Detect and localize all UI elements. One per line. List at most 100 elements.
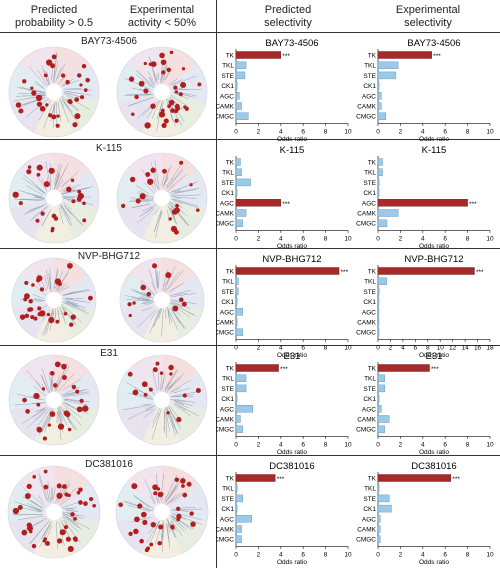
x-tick-label: 10	[344, 128, 352, 135]
tree-sector	[162, 400, 206, 441]
kinase-dot	[176, 416, 182, 423]
kinase-dot	[165, 272, 172, 279]
tree-branch	[154, 160, 160, 191]
tree-branch	[64, 299, 78, 305]
kinase-dot	[162, 168, 167, 174]
kinase-dot	[152, 367, 158, 373]
tree-branch	[42, 368, 51, 393]
tree-branch	[164, 370, 178, 393]
tree-branch	[53, 61, 59, 81]
tree-branch	[166, 518, 172, 530]
x-tick-label: 6	[301, 235, 305, 242]
x-tick-label: 0	[234, 128, 238, 135]
tree-branch	[162, 168, 170, 188]
tree-branch	[146, 81, 151, 87]
tree-branch	[26, 370, 44, 392]
category-label: AGC	[362, 516, 376, 523]
x-tick-label: 10	[486, 551, 494, 558]
x-tick-label: 2	[399, 128, 403, 135]
kinase-dot	[137, 503, 143, 509]
category-label: TKL	[364, 376, 376, 383]
tree-branch	[56, 179, 64, 190]
tree-branch	[66, 301, 86, 309]
tree-branch	[158, 271, 160, 287]
tree-sector	[118, 92, 162, 133]
kinase-dot	[79, 398, 84, 403]
kinase-dot	[39, 287, 45, 292]
category-label: CK1	[363, 83, 376, 90]
x-tick-label: 6	[443, 441, 447, 448]
tree-branch	[168, 377, 182, 390]
chart-title: NVP-BHG712	[262, 254, 321, 265]
tree-branch	[144, 479, 156, 503]
tree-branch	[136, 310, 156, 328]
x-axis-label: Odds ratio	[277, 352, 307, 359]
x-tick-label: 2	[389, 344, 393, 351]
kinase-dot	[132, 301, 136, 305]
kinase-dot	[73, 538, 78, 542]
kinase-dot	[160, 59, 167, 66]
kinase-dot	[181, 301, 187, 307]
tree-branch	[147, 71, 156, 85]
tree-branch	[174, 293, 188, 295]
category-label: CAMK	[357, 527, 376, 534]
kinome-tree	[115, 465, 209, 559]
kinase-dot	[28, 299, 33, 304]
kinase-dot	[76, 196, 82, 202]
tree-branch	[58, 207, 64, 224]
bar	[235, 209, 247, 217]
kinase-dot	[180, 478, 186, 484]
tree-center	[154, 504, 170, 520]
kinase-dot	[70, 314, 76, 320]
tree-branch	[26, 185, 43, 195]
tree-center	[46, 392, 62, 408]
kinase-dot	[67, 427, 72, 432]
kinase-dot	[55, 319, 60, 324]
tree-branch	[164, 70, 170, 81]
bar	[377, 535, 381, 543]
tree-branch	[63, 88, 82, 90]
kinase-dot	[74, 113, 81, 120]
kinase-dot	[170, 108, 176, 113]
tree-branch	[151, 163, 159, 190]
tree-branch	[62, 403, 82, 419]
kinase-dot	[56, 492, 63, 499]
kinase-dot	[30, 86, 34, 90]
kinase-dot	[176, 506, 181, 511]
tree-branch	[170, 204, 189, 227]
kinase-dot	[33, 392, 40, 400]
category-label: STE	[363, 496, 376, 503]
x-tick-label: 10	[344, 441, 352, 448]
category-label: CK1	[221, 396, 234, 403]
tree-branch	[59, 497, 71, 506]
tree-sector	[162, 300, 203, 338]
kinase-dot	[89, 496, 94, 502]
category-label: STE	[221, 289, 234, 296]
bar	[377, 405, 382, 413]
kinase-dot	[174, 109, 179, 114]
kinase-dot	[27, 165, 32, 169]
kinase-dot	[174, 90, 179, 94]
kinase-dot	[152, 263, 158, 269]
kinase-dot	[43, 181, 50, 188]
kinase-dot	[82, 201, 86, 206]
kinase-dot	[71, 384, 77, 390]
tree-branch	[59, 98, 64, 108]
category-label: TKL	[222, 279, 234, 286]
kinase-dot	[78, 487, 83, 492]
tree-title: E31	[100, 348, 118, 359]
tree-branch	[49, 267, 52, 290]
tree-branch	[58, 373, 75, 391]
kinase-dot	[146, 291, 151, 297]
bar	[377, 328, 380, 336]
tree-branch	[64, 520, 75, 535]
kinase-dot	[166, 67, 171, 73]
category-label: CAMK	[357, 104, 376, 111]
tree-branch	[158, 373, 160, 390]
category-label: TK	[226, 476, 235, 483]
significance-label: ***	[280, 366, 288, 373]
x-tick-label: 6	[414, 344, 418, 351]
kinase-dot	[179, 160, 184, 165]
tree-branch	[42, 309, 51, 322]
